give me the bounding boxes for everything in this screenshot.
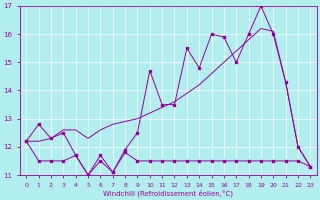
X-axis label: Windchill (Refroidissement éolien,°C): Windchill (Refroidissement éolien,°C) — [103, 189, 233, 197]
